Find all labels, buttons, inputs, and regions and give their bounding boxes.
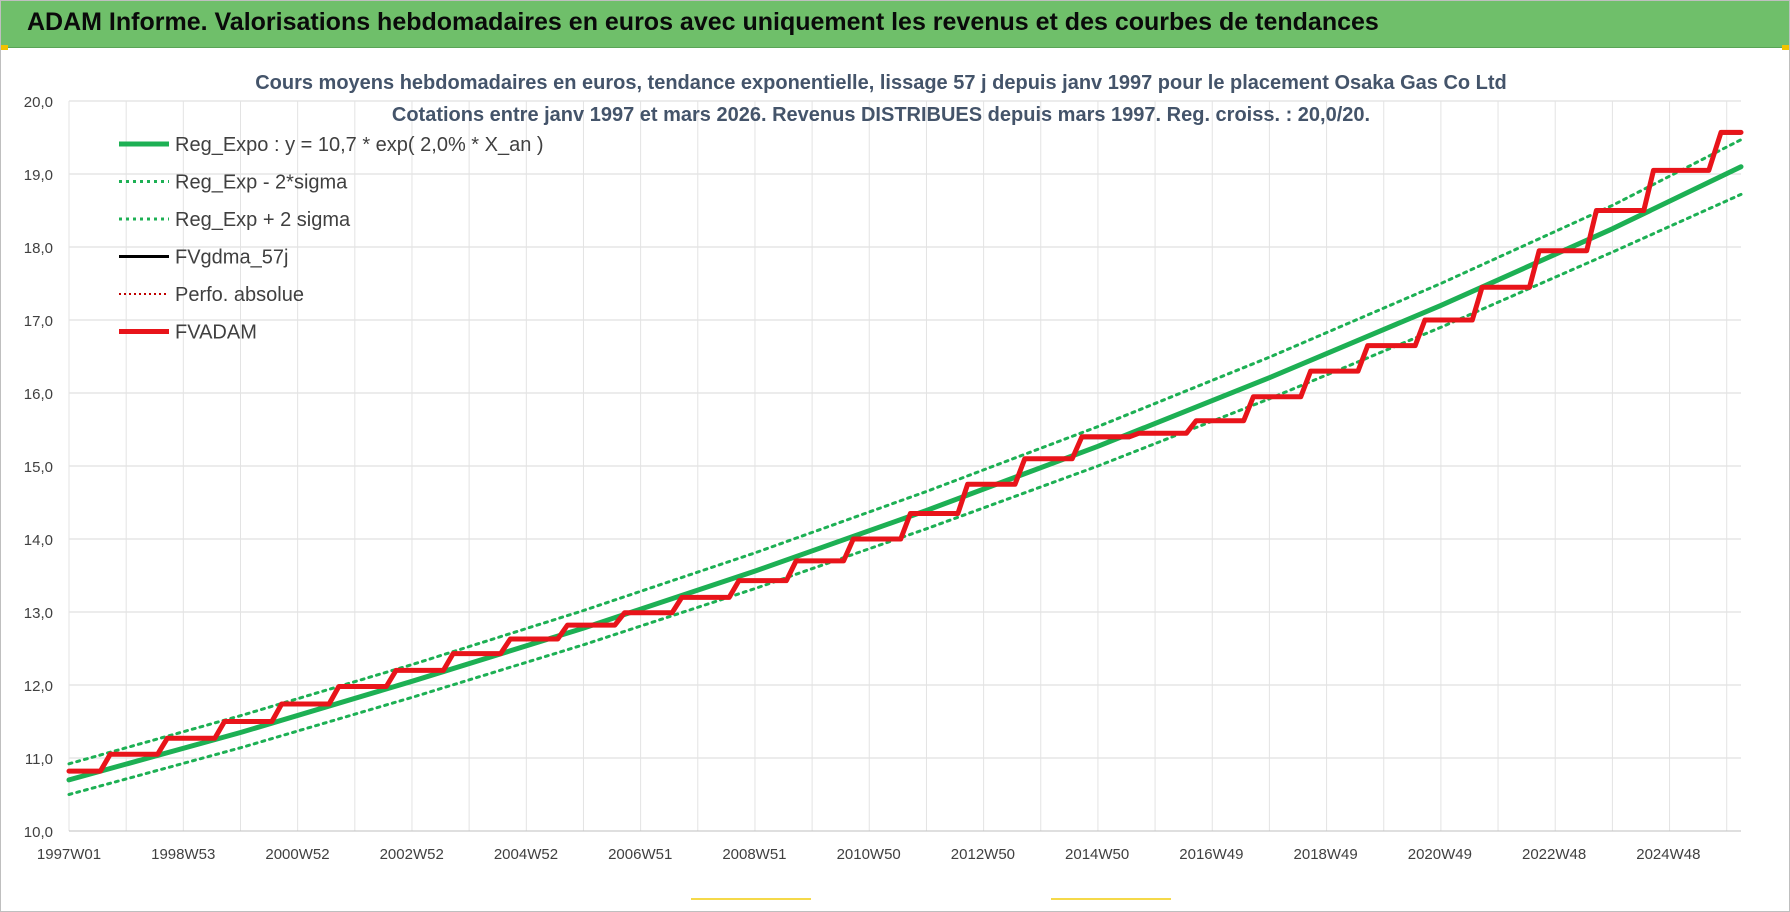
series-line-0	[66, 164, 1744, 783]
x-tick-label: 2014W50	[1065, 846, 1129, 863]
series-line-4	[66, 129, 1744, 774]
corner-marker	[1782, 45, 1789, 50]
y-tick-label: 15,0	[24, 459, 53, 476]
x-tick-label: 2008W51	[722, 846, 786, 863]
x-tick-label: 2016W49	[1179, 846, 1243, 863]
x-tick-label: 2020W49	[1408, 846, 1472, 863]
x-tick-label: 2022W48	[1522, 846, 1586, 863]
x-tick-label: 2004W52	[494, 846, 558, 863]
x-tick-label: 2012W50	[951, 846, 1015, 863]
y-tick-label: 17,0	[24, 313, 53, 330]
y-tick-label: 14,0	[24, 532, 53, 549]
legend-label: Perfo. absolue	[175, 284, 304, 306]
report-title: ADAM Informe. Valorisations hebdomadaire…	[27, 8, 1379, 36]
legend-label: Reg_Exp + 2 sigma	[175, 209, 351, 231]
x-tick-label: 2010W50	[837, 846, 901, 863]
legend-label: Reg_Exp - 2*sigma	[175, 172, 348, 194]
y-tick-label: 11,0	[25, 751, 53, 768]
chart-series	[66, 129, 1744, 796]
y-tick-label: 13,0	[24, 605, 53, 622]
x-tick-label: 2006W51	[608, 846, 672, 863]
x-tick-label: 1997W01	[37, 846, 101, 863]
series-line-2	[67, 138, 1743, 766]
series-line-1	[67, 192, 1743, 796]
y-tick-label: 10,0	[24, 824, 53, 841]
x-tick-label: 2000W52	[265, 846, 329, 863]
report-banner: ADAM Informe. Valorisations hebdomadaire…	[1, 1, 1789, 48]
corner-marker	[1, 45, 8, 50]
x-tick-label: 2002W52	[380, 846, 444, 863]
y-tick-label: 18,0	[24, 240, 53, 257]
chart-title-line-2: Cotations entre janv 1997 et mars 2026. …	[392, 104, 1370, 126]
chart-area: Cours moyens hebdomadaires en euros, ten…	[24, 72, 1744, 863]
x-tick-label: 2024W48	[1636, 846, 1700, 863]
x-tick-label: 2018W49	[1294, 846, 1358, 863]
footer-marker	[1051, 898, 1171, 900]
y-tick-label: 20,0	[24, 94, 53, 111]
legend-label: FVgdma_57j	[175, 247, 288, 269]
legend-label: Reg_Expo : y = 10,7 * exp( 2,0% * X_an )	[175, 134, 544, 156]
y-tick-label: 12,0	[24, 678, 53, 695]
x-axis-ticks: 1997W01 1998W53 2000W52 2002W52 2004W52 2006W…	[37, 846, 1701, 863]
chart-grid	[68, 100, 1741, 832]
y-axis-ticks: 10,0 11,0 12,0 13,0 14,0 15,0 16,0 17,0 18,0 19,0…	[24, 94, 53, 841]
chart-title-line-1: Cours moyens hebdomadaires en euros, ten…	[255, 72, 1507, 94]
footer-marker	[691, 898, 811, 900]
chart-legend: Reg_Expo : y = 10,7 * exp( 2,0% * X_an )…	[119, 134, 544, 344]
y-tick-label: 19,0	[24, 167, 53, 184]
y-tick-label: 16,0	[24, 386, 53, 403]
x-tick-label: 1998W53	[151, 846, 215, 863]
legend-label: FVADAM	[175, 322, 257, 344]
